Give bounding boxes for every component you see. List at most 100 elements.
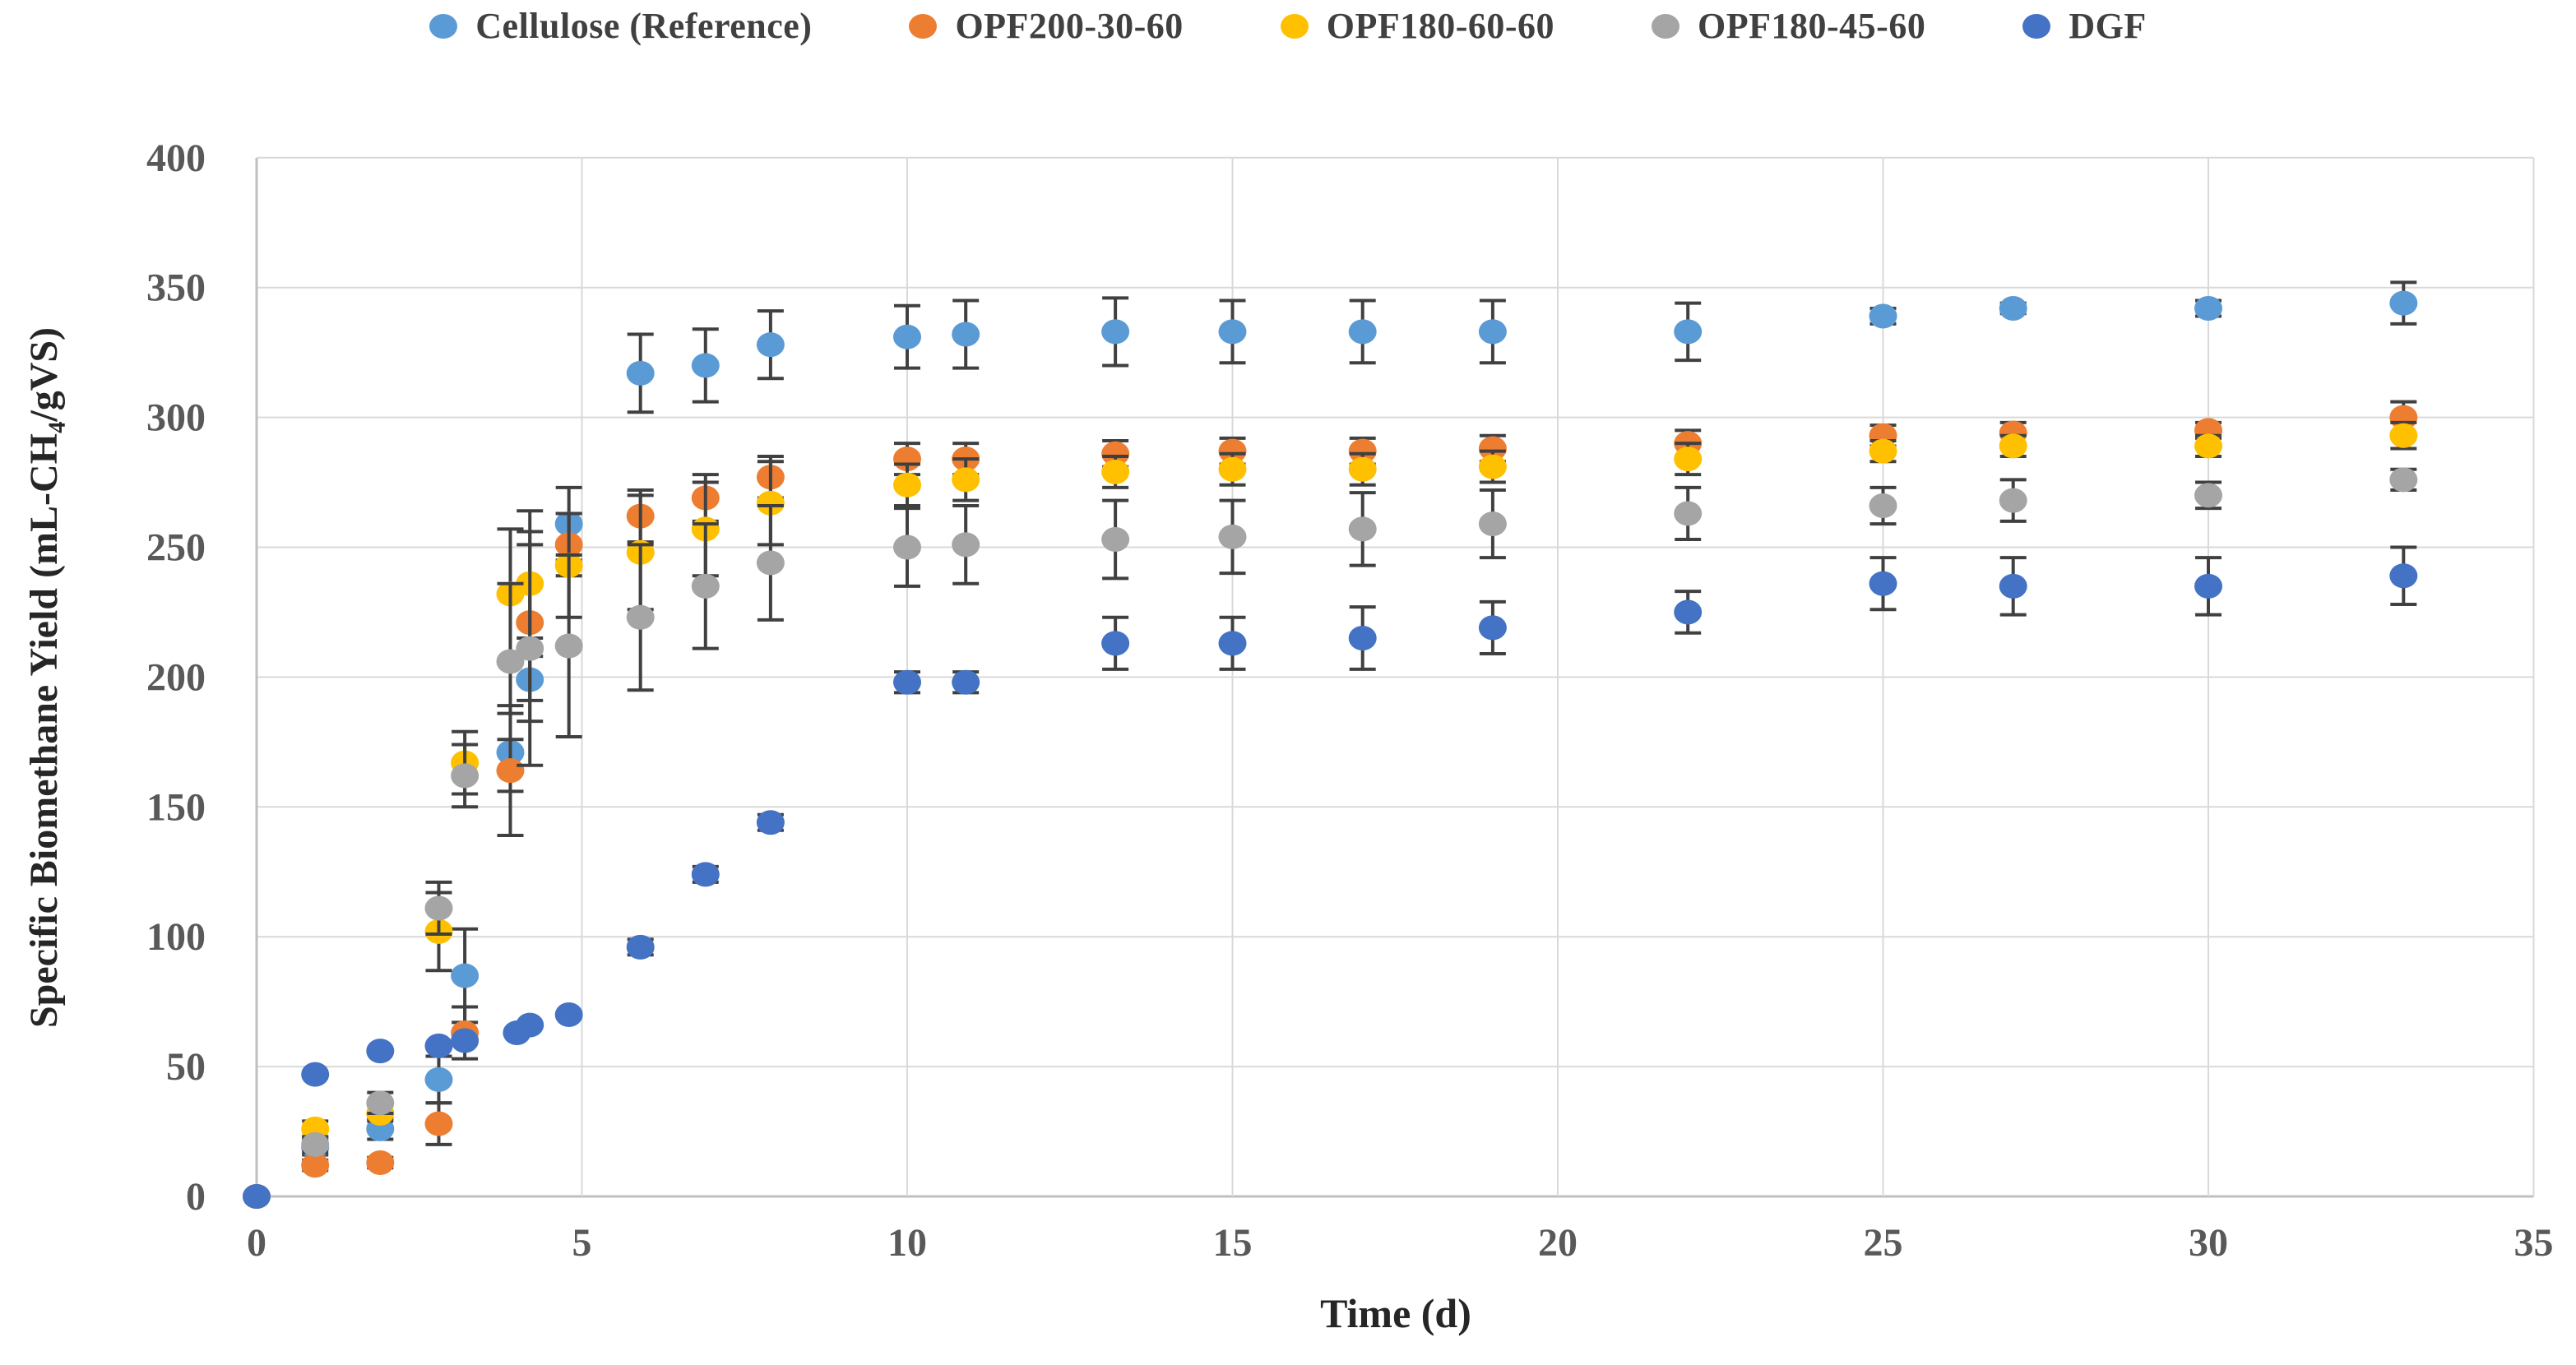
data-point bbox=[1999, 433, 2027, 459]
y-tick-label: 350 bbox=[146, 266, 206, 310]
data-point bbox=[1478, 319, 1507, 345]
data-point bbox=[1869, 303, 1897, 329]
data-point bbox=[2194, 295, 2222, 321]
data-point bbox=[2389, 423, 2418, 448]
legend-label: DGF bbox=[2069, 6, 2147, 46]
data-point bbox=[1674, 599, 1703, 625]
data-point bbox=[893, 669, 921, 695]
data-point bbox=[1218, 456, 1247, 482]
data-point bbox=[496, 649, 525, 674]
data-point bbox=[1101, 527, 1130, 553]
data-point bbox=[2389, 563, 2418, 589]
data-point bbox=[1869, 571, 1897, 596]
data-point bbox=[1674, 319, 1703, 345]
y-tick-label: 150 bbox=[146, 785, 206, 829]
data-point bbox=[952, 467, 980, 493]
data-point bbox=[1999, 488, 2027, 513]
data-point bbox=[301, 1131, 330, 1157]
data-point bbox=[2389, 290, 2418, 316]
data-point bbox=[1101, 319, 1130, 345]
legend-label: OPF200-30-60 bbox=[955, 6, 1184, 46]
data-point bbox=[2194, 573, 2222, 599]
data-point bbox=[1869, 438, 1897, 464]
chart-legend: Cellulose (Reference) OPF200-30-60 OPF180-… bbox=[0, 5, 2576, 47]
data-point bbox=[1348, 626, 1377, 651]
legend-item-4: OPF180-45-60 bbox=[1652, 5, 1925, 47]
data-point bbox=[1478, 615, 1507, 641]
data-point bbox=[1218, 438, 1247, 464]
data-point bbox=[1218, 631, 1247, 656]
x-tick-label: 25 bbox=[1864, 1221, 1903, 1265]
data-point bbox=[1348, 438, 1377, 464]
legend-marker-icon bbox=[1280, 13, 1309, 39]
data-point bbox=[424, 1067, 453, 1092]
x-tick-label: 5 bbox=[572, 1221, 592, 1265]
data-point bbox=[756, 332, 785, 358]
data-point bbox=[1218, 524, 1247, 549]
data-point bbox=[451, 763, 480, 789]
data-point bbox=[1218, 319, 1247, 345]
data-point bbox=[516, 1012, 544, 1038]
data-point bbox=[424, 1033, 453, 1058]
x-tick-label: 35 bbox=[2514, 1221, 2554, 1265]
data-point bbox=[424, 895, 453, 921]
data-point bbox=[626, 360, 655, 386]
y-tick-label: 300 bbox=[146, 396, 206, 440]
x-tick-label: 15 bbox=[1213, 1221, 1253, 1265]
legend-marker-icon bbox=[2022, 13, 2051, 39]
x-axis-title: Time (d) bbox=[1320, 1290, 1471, 1336]
data-point bbox=[516, 636, 544, 661]
data-point bbox=[1478, 511, 1507, 537]
data-point bbox=[554, 633, 583, 659]
data-point bbox=[952, 532, 980, 558]
data-point bbox=[366, 1090, 395, 1116]
data-point bbox=[2194, 483, 2222, 508]
legend-label: OPF180-45-60 bbox=[1698, 6, 1926, 46]
y-axis-title: Specific Biomethane Yield (mL-CH₄/gVS) bbox=[22, 326, 66, 1029]
data-point bbox=[691, 573, 720, 599]
data-point bbox=[691, 862, 720, 887]
data-point bbox=[366, 1039, 395, 1064]
data-point bbox=[554, 1002, 583, 1027]
data-point bbox=[451, 1028, 480, 1053]
data-point bbox=[893, 324, 921, 349]
legend-marker-icon bbox=[1652, 13, 1680, 39]
y-tick-label: 0 bbox=[186, 1175, 206, 1219]
x-tick-label: 10 bbox=[887, 1221, 927, 1265]
data-point bbox=[301, 1062, 330, 1087]
legend-marker-icon bbox=[909, 13, 938, 39]
data-point bbox=[301, 1153, 330, 1178]
data-point bbox=[691, 353, 720, 378]
data-point bbox=[893, 472, 921, 497]
data-point bbox=[496, 758, 525, 784]
data-point bbox=[2194, 433, 2222, 459]
data-point bbox=[366, 1150, 395, 1175]
legend-label: Cellulose (Reference) bbox=[475, 6, 813, 46]
legend-marker-icon bbox=[429, 13, 458, 39]
data-point bbox=[626, 934, 655, 960]
y-tick-label: 200 bbox=[146, 655, 206, 699]
data-point bbox=[756, 550, 785, 576]
y-tick-label: 400 bbox=[146, 136, 206, 180]
data-point bbox=[1348, 516, 1377, 542]
data-point bbox=[626, 604, 655, 630]
data-point bbox=[1478, 436, 1507, 461]
data-point bbox=[1478, 454, 1507, 479]
data-point bbox=[952, 669, 980, 695]
data-point bbox=[1101, 459, 1130, 484]
legend-item-3: OPF180-60-60 bbox=[1280, 5, 1555, 47]
x-tick-label: 30 bbox=[2189, 1221, 2228, 1265]
legend-label: OPF180-60-60 bbox=[1326, 6, 1555, 46]
data-point bbox=[1674, 501, 1703, 526]
data-point bbox=[756, 810, 785, 835]
data-point bbox=[451, 963, 480, 988]
data-point bbox=[756, 490, 785, 516]
data-point bbox=[952, 322, 980, 347]
data-point bbox=[1674, 447, 1703, 472]
legend-item-5: DGF bbox=[2022, 5, 2146, 47]
y-tick-label: 50 bbox=[166, 1045, 206, 1089]
data-point bbox=[1101, 441, 1130, 466]
data-point bbox=[1999, 573, 2027, 599]
